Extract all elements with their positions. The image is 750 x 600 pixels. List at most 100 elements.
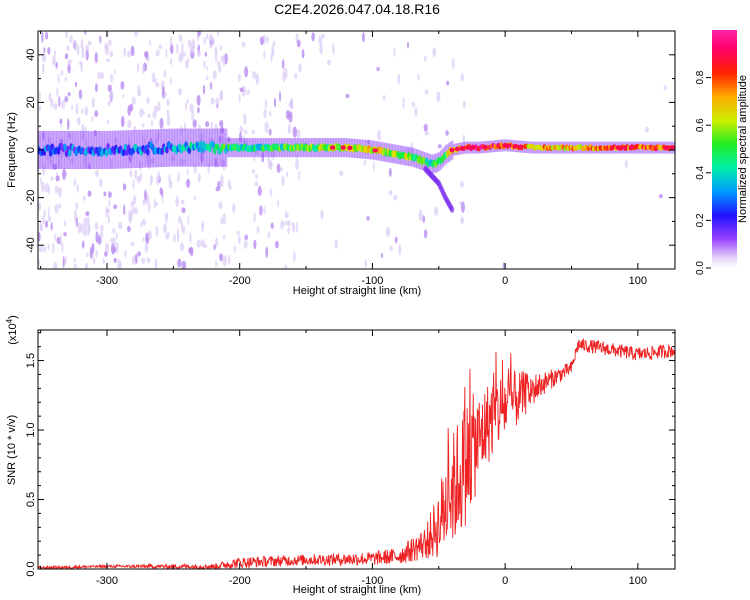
noise-speckle xyxy=(228,254,231,265)
noise-speckle xyxy=(285,220,290,226)
noise-speckle xyxy=(172,233,176,243)
noise-speckle xyxy=(624,159,628,169)
noise-speckle xyxy=(127,50,131,58)
noise-speckle xyxy=(393,47,396,57)
snr-panel: -300 -200 -100 0 100 0.0 0.5 1.0 1.5 Height of s… xyxy=(5,315,676,596)
noise-speckle xyxy=(108,191,112,199)
noise-speckle xyxy=(446,80,450,86)
noise-speckle xyxy=(176,43,179,55)
spec-xtick-label: 100 xyxy=(629,275,647,287)
ridge-core xyxy=(47,144,51,152)
noise-speckle xyxy=(85,44,90,51)
noise-speckle xyxy=(141,64,145,75)
noise-speckle xyxy=(82,225,88,237)
noise-speckle xyxy=(254,181,259,187)
noise-speckle xyxy=(169,57,173,66)
noise-speckle xyxy=(81,123,85,135)
noise-speckle xyxy=(263,206,266,215)
noise-speckle xyxy=(113,257,117,263)
snr-xtick-label: 0 xyxy=(502,575,508,587)
noise-speckle xyxy=(332,43,335,55)
noise-speckle xyxy=(87,225,90,237)
noise-speckle xyxy=(458,201,462,206)
noise-speckle xyxy=(278,91,282,102)
noise-speckle xyxy=(644,126,649,133)
noise-speckle xyxy=(284,264,288,269)
noise-speckle xyxy=(40,224,43,232)
noise-speckle xyxy=(261,152,265,163)
noise-speckle xyxy=(432,47,437,58)
noise-speckle xyxy=(64,53,69,60)
spec-xtick-label: -200 xyxy=(229,275,251,287)
noise-speckle xyxy=(252,70,257,80)
noise-speckle xyxy=(294,160,300,170)
noise-speckle xyxy=(154,258,158,269)
noise-speckle xyxy=(296,39,301,48)
noise-speckle xyxy=(219,120,224,127)
noise-speckle xyxy=(402,97,405,109)
noise-speckle xyxy=(102,257,105,264)
noise-speckle xyxy=(50,222,53,231)
noise-speckle xyxy=(460,216,465,225)
noise-speckle xyxy=(42,131,45,141)
noise-speckle xyxy=(284,210,288,219)
noise-speckle xyxy=(165,233,169,240)
branch-point xyxy=(449,206,455,213)
noise-speckle xyxy=(128,209,133,221)
noise-speckle xyxy=(339,170,344,176)
snr-y-axis-label: SNR (10 * v/v) xyxy=(6,415,18,485)
ridge-hotspot xyxy=(615,145,621,150)
noise-speckle xyxy=(417,73,420,82)
noise-speckle xyxy=(295,221,299,233)
noise-speckle xyxy=(372,160,375,172)
noise-speckle xyxy=(146,97,150,105)
noise-speckle xyxy=(345,93,350,99)
noise-speckle xyxy=(147,55,150,63)
noise-speckle xyxy=(423,229,428,239)
noise-speckle xyxy=(151,72,156,84)
noise-speckle xyxy=(86,252,89,258)
noise-speckle xyxy=(180,199,185,205)
noise-speckle xyxy=(129,169,133,178)
noise-speckle xyxy=(169,35,173,47)
noise-speckle xyxy=(109,90,114,103)
noise-speckle xyxy=(99,224,104,232)
noise-speckle xyxy=(123,47,126,58)
colorbar-tick-label: 0.0 xyxy=(695,261,706,275)
noise-speckle xyxy=(460,72,465,82)
noise-speckle xyxy=(210,121,213,130)
noise-speckle xyxy=(54,203,59,214)
noise-speckle xyxy=(434,206,439,216)
noise-speckle xyxy=(99,231,104,239)
noise-speckle xyxy=(79,60,83,67)
noise-speckle xyxy=(296,129,301,139)
spec-ytick-label: 0 xyxy=(25,147,37,153)
noise-speckle xyxy=(219,45,223,51)
noise-speckle xyxy=(99,178,103,188)
noise-speckle xyxy=(334,239,338,249)
snr-marks xyxy=(38,338,675,569)
noise-speckle xyxy=(67,63,71,74)
noise-speckle xyxy=(275,240,279,249)
noise-speckle xyxy=(165,212,168,225)
snr-xtick-label: 100 xyxy=(629,575,647,587)
noise-speckle xyxy=(63,220,67,227)
noise-speckle xyxy=(224,52,228,65)
noise-speckle xyxy=(192,119,197,128)
noise-speckle xyxy=(47,46,51,55)
ridge-core xyxy=(165,146,169,154)
noise-speckle xyxy=(295,153,298,163)
snr-ytick-label: 0.5 xyxy=(25,492,37,507)
noise-speckle xyxy=(113,204,118,210)
noise-speckle xyxy=(414,107,418,117)
noise-speckle xyxy=(220,125,224,134)
noise-speckle xyxy=(263,108,267,119)
noise-speckle xyxy=(95,231,99,243)
ridge-core xyxy=(146,148,150,156)
snr-scale-label: (x104) xyxy=(5,315,19,345)
noise-speckle xyxy=(268,110,272,117)
noise-speckle xyxy=(129,103,134,112)
noise-speckle xyxy=(58,96,61,108)
noise-speckle xyxy=(220,216,224,225)
